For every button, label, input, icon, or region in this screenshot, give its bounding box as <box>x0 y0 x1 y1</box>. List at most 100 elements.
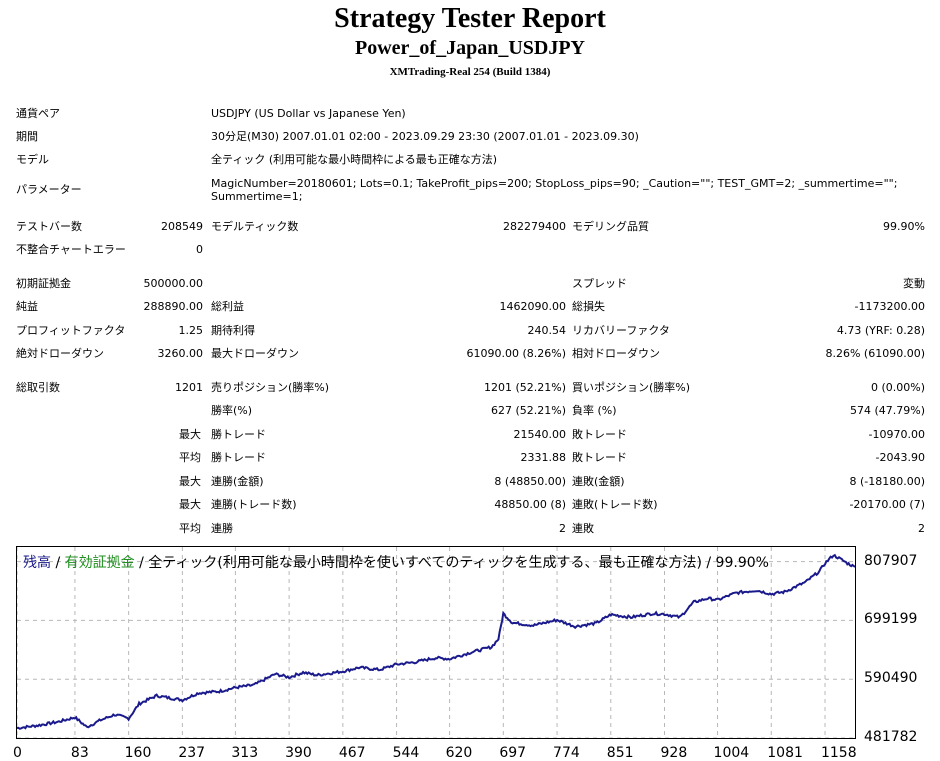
x-tick-label: 928 <box>660 745 688 761</box>
bars-value: 208549 <box>161 220 203 233</box>
max-cons-loss-value: 8 (-18180.00) <box>849 475 925 488</box>
net-value: 288890.00 <box>143 300 204 313</box>
loss-value: 574 (47.79%) <box>849 404 925 417</box>
report-server: XMTrading-Real 254 (Build 1384) <box>389 66 551 78</box>
spread-value: 変動 <box>903 277 925 290</box>
avg-loss-value: -2043.90 <box>875 451 925 464</box>
trades-label: 総取引数 <box>16 381 60 394</box>
report-title: Strategy Tester Report <box>334 3 606 34</box>
trades-value: 1201 <box>175 381 203 394</box>
x-tick-label: 1158 <box>820 745 857 761</box>
report-subtitle: Power_of_Japan_USDJPY <box>355 37 585 59</box>
x-tick-label: 620 <box>445 745 473 761</box>
y-tick-label: 481782 <box>864 729 918 745</box>
y-tick-label: 699199 <box>864 611 918 628</box>
largest-win-label: 勝トレード <box>211 428 266 441</box>
largest-loss-value: -10970.00 <box>868 428 925 441</box>
max-word-1: 最大 <box>179 428 201 441</box>
pf-value: 1.25 <box>178 324 204 337</box>
mismatch-value: 0 <box>196 243 203 256</box>
abs-dd-value: 3260.00 <box>157 347 204 360</box>
period-label: 期間 <box>16 130 38 143</box>
legend-balance: 残高 <box>23 555 51 571</box>
win-value: 627 (52.21%) <box>490 404 566 417</box>
model-label: モデル <box>16 153 49 166</box>
max-word-2: 最大 <box>179 475 201 488</box>
gross-profit-value: 1462090.00 <box>499 300 566 313</box>
deposit-label: 初期証拠金 <box>16 277 71 290</box>
x-tick-label: 697 <box>499 745 527 761</box>
max-cons-win-value: 8 (48850.00) <box>494 475 566 488</box>
chart-plot <box>17 547 855 738</box>
largest-loss-label: 敗トレード <box>572 428 627 441</box>
params-line1: MagicNumber=20180601; Lots=0.1; TakeProf… <box>211 177 898 190</box>
max-dd-value: 61090.00 (8.26%) <box>466 347 566 360</box>
x-tick-label: 313 <box>231 745 259 761</box>
x-tick-label: 237 <box>178 745 206 761</box>
x-tick-label: 0 <box>13 745 22 761</box>
max-cons-loss-label: 連敗(金額) <box>572 475 625 488</box>
avg-word-1: 平均 <box>179 451 201 464</box>
avg-word-2: 平均 <box>179 522 201 535</box>
max-cons-profit-label: 連勝(トレード数) <box>211 498 297 511</box>
gross-loss-label: 総損失 <box>572 300 605 313</box>
x-tick-label: 467 <box>338 745 366 761</box>
max-cons-win-label: 連勝(金額) <box>211 475 264 488</box>
ticks-label: モデルティック数 <box>211 220 299 233</box>
params-label: パラメーター <box>16 183 82 196</box>
net-label: 純益 <box>16 300 38 313</box>
avg-win-label: 勝トレード <box>211 451 266 464</box>
gross-loss-value: -1173200.00 <box>854 300 925 313</box>
y-tick-label: 807907 <box>864 552 918 569</box>
x-tick-label: 1004 <box>713 745 750 761</box>
max-word-3: 最大 <box>179 498 201 511</box>
gross-profit-label: 総利益 <box>211 300 244 313</box>
recovery-label: リカバリーファクタ <box>572 324 670 337</box>
avg-cons-win-value: 2 <box>559 522 566 535</box>
short-label: 売りポジション(勝率%) <box>211 381 330 394</box>
balance-series-line <box>17 553 855 730</box>
params-line2: Summertime=1; <box>211 190 303 203</box>
x-tick-label: 160 <box>124 745 152 761</box>
win-label: 勝率(%) <box>211 404 253 417</box>
spread-label: スプレッド <box>572 277 627 290</box>
pair-label: 通貨ペア <box>16 107 60 120</box>
rel-dd-label: 相対ドローダウン <box>572 347 660 360</box>
loss-label: 負率 (%) <box>572 404 617 417</box>
x-tick-label: 544 <box>392 745 420 761</box>
y-tick-label: 590490 <box>864 670 918 687</box>
payoff-value: 240.54 <box>527 324 567 337</box>
pair-value: USDJPY (US Dollar vs Japanese Yen) <box>211 107 406 120</box>
chart-legend: 残高 / 有効証拠金 / 全ティック(利用可能な最小時間枠を使いすべてのティック… <box>23 552 769 572</box>
long-value: 0 (0.00%) <box>870 381 925 394</box>
recovery-value: 4.73 (YRF: 0.28) <box>836 324 925 337</box>
avg-cons-win-label: 連勝 <box>211 522 233 535</box>
avg-loss-label: 敗トレード <box>572 451 627 464</box>
legend-sep: / <box>51 555 65 571</box>
max-cons-lossamt-value: -20170.00 (7) <box>849 498 925 511</box>
x-tick-label: 83 <box>70 745 89 761</box>
model-value: 全ティック (利用可能な最小時間枠による最も正確な方法) <box>211 153 498 166</box>
payoff-label: 期待利得 <box>211 324 255 337</box>
avg-cons-loss-label: 連敗 <box>572 522 594 535</box>
pf-label: プロフィットファクタ <box>16 324 126 337</box>
legend-equity: 有効証拠金 <box>64 555 135 571</box>
x-tick-label: 1081 <box>767 745 803 761</box>
x-tick-label: 774 <box>553 745 580 761</box>
deposit-value: 500000.00 <box>143 277 204 290</box>
ticks-value: 282279400 <box>503 220 566 233</box>
bars-label: テストバー数 <box>16 220 82 233</box>
mismatch-label: 不整合チャートエラー <box>16 243 126 256</box>
max-cons-profit-value: 48850.00 (8) <box>494 498 566 511</box>
x-tick-label: 390 <box>285 745 312 761</box>
abs-dd-label: 絶対ドローダウン <box>16 347 104 360</box>
short-value: 1201 (52.21%) <box>483 381 566 394</box>
period-value: 30分足(M30) 2007.01.01 02:00 - 2023.09.29 … <box>211 130 639 143</box>
quality-value: 99.90% <box>883 220 925 233</box>
avg-cons-loss-value: 2 <box>918 522 925 535</box>
x-tick-label: 851 <box>606 745 634 761</box>
rel-dd-value: 8.26% (61090.00) <box>825 347 925 360</box>
avg-win-value: 2331.88 <box>520 451 567 464</box>
quality-label: モデリング品質 <box>572 220 649 233</box>
balance-chart: 残高 / 有効証拠金 / 全ティック(利用可能な最小時間枠を使いすべてのティック… <box>16 546 856 739</box>
